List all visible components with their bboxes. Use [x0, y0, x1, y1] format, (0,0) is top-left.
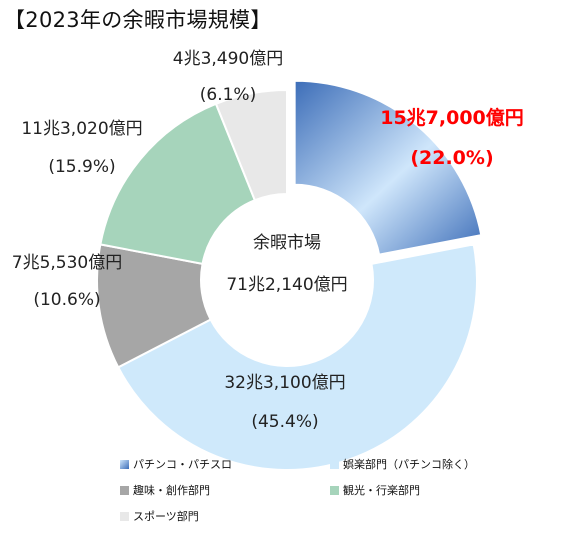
legend-swatch [120, 511, 129, 521]
slice-amount-label: 7兆5,530億円 [12, 253, 122, 273]
center-title: 余暇市場 [253, 233, 321, 253]
slice-amount-label: 4兆3,490億円 [173, 49, 283, 69]
legend-item: パチンコ・パチスロ [120, 456, 232, 472]
slice-amount-label: 32兆3,100億円 [224, 373, 345, 393]
slice-スポーツ部門 [214, 88, 288, 202]
legend-label: 観光・行楽部門 [343, 484, 420, 497]
legend-swatch [120, 459, 129, 469]
legend-item: スポーツ部門 [120, 508, 199, 524]
slice-percent-label: (22.0%) [410, 147, 493, 169]
slice-percent-label: (45.4%) [251, 412, 318, 432]
slice-amount-label: 11兆3,020億円 [21, 119, 142, 139]
legend-item: 観光・行楽部門 [330, 482, 420, 498]
legend-label: パチンコ・パチスロ [133, 458, 232, 471]
legend-label: 娯楽部門（パチンコ除く） [343, 458, 475, 471]
legend-swatch [330, 459, 339, 469]
slice-percent-label: (6.1%) [200, 85, 256, 105]
chart-title: 【2023年の余暇市場規模】 [4, 8, 272, 32]
legend-item: 趣味・創作部門 [120, 482, 210, 498]
legend-swatch [120, 485, 129, 495]
legend-label: スポーツ部門 [133, 510, 199, 523]
legend-label: 趣味・創作部門 [133, 484, 210, 497]
slice-娯楽部門-パチンコ除く- [116, 243, 478, 471]
slice-percent-label: (10.6%) [33, 290, 100, 310]
slice-amount-label: 15兆7,000億円 [380, 106, 524, 129]
slice-percent-label: (15.9%) [48, 157, 115, 177]
slice-観光-行楽部門 [99, 102, 257, 266]
center-value: 71兆2,140億円 [226, 275, 347, 295]
slice-パチンコ-パチスロ [293, 79, 483, 256]
legend-swatch [330, 485, 339, 495]
legend-item: 娯楽部門（パチンコ除く） [330, 456, 475, 472]
